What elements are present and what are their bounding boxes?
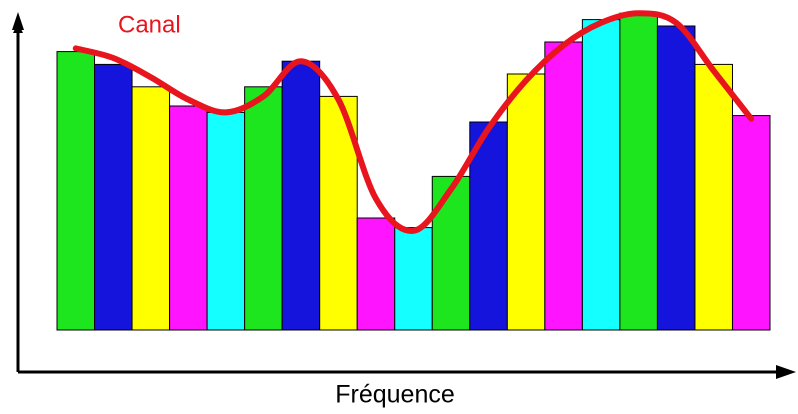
bar bbox=[544, 41, 583, 331]
curve-label: Canal bbox=[118, 11, 181, 38]
bar bbox=[731, 115, 771, 331]
x-axis-label: Fréquence bbox=[335, 381, 455, 409]
bar bbox=[56, 51, 96, 331]
bar bbox=[394, 227, 433, 331]
bar bbox=[131, 86, 171, 331]
bar bbox=[656, 25, 696, 331]
bar bbox=[94, 63, 133, 331]
channel-curve bbox=[72, 10, 755, 234]
bars bbox=[56, 12, 771, 331]
bar bbox=[169, 105, 208, 331]
bar bbox=[281, 60, 321, 331]
bar bbox=[506, 73, 546, 331]
bar bbox=[206, 111, 246, 331]
y-axis-arrow bbox=[12, 12, 24, 30]
bar bbox=[581, 19, 621, 331]
x-axis-arrow bbox=[776, 365, 796, 379]
bar bbox=[356, 217, 396, 331]
bar bbox=[619, 12, 658, 331]
bar bbox=[469, 121, 508, 331]
bar bbox=[694, 63, 733, 331]
bar bbox=[244, 86, 283, 331]
bar bbox=[431, 175, 471, 331]
